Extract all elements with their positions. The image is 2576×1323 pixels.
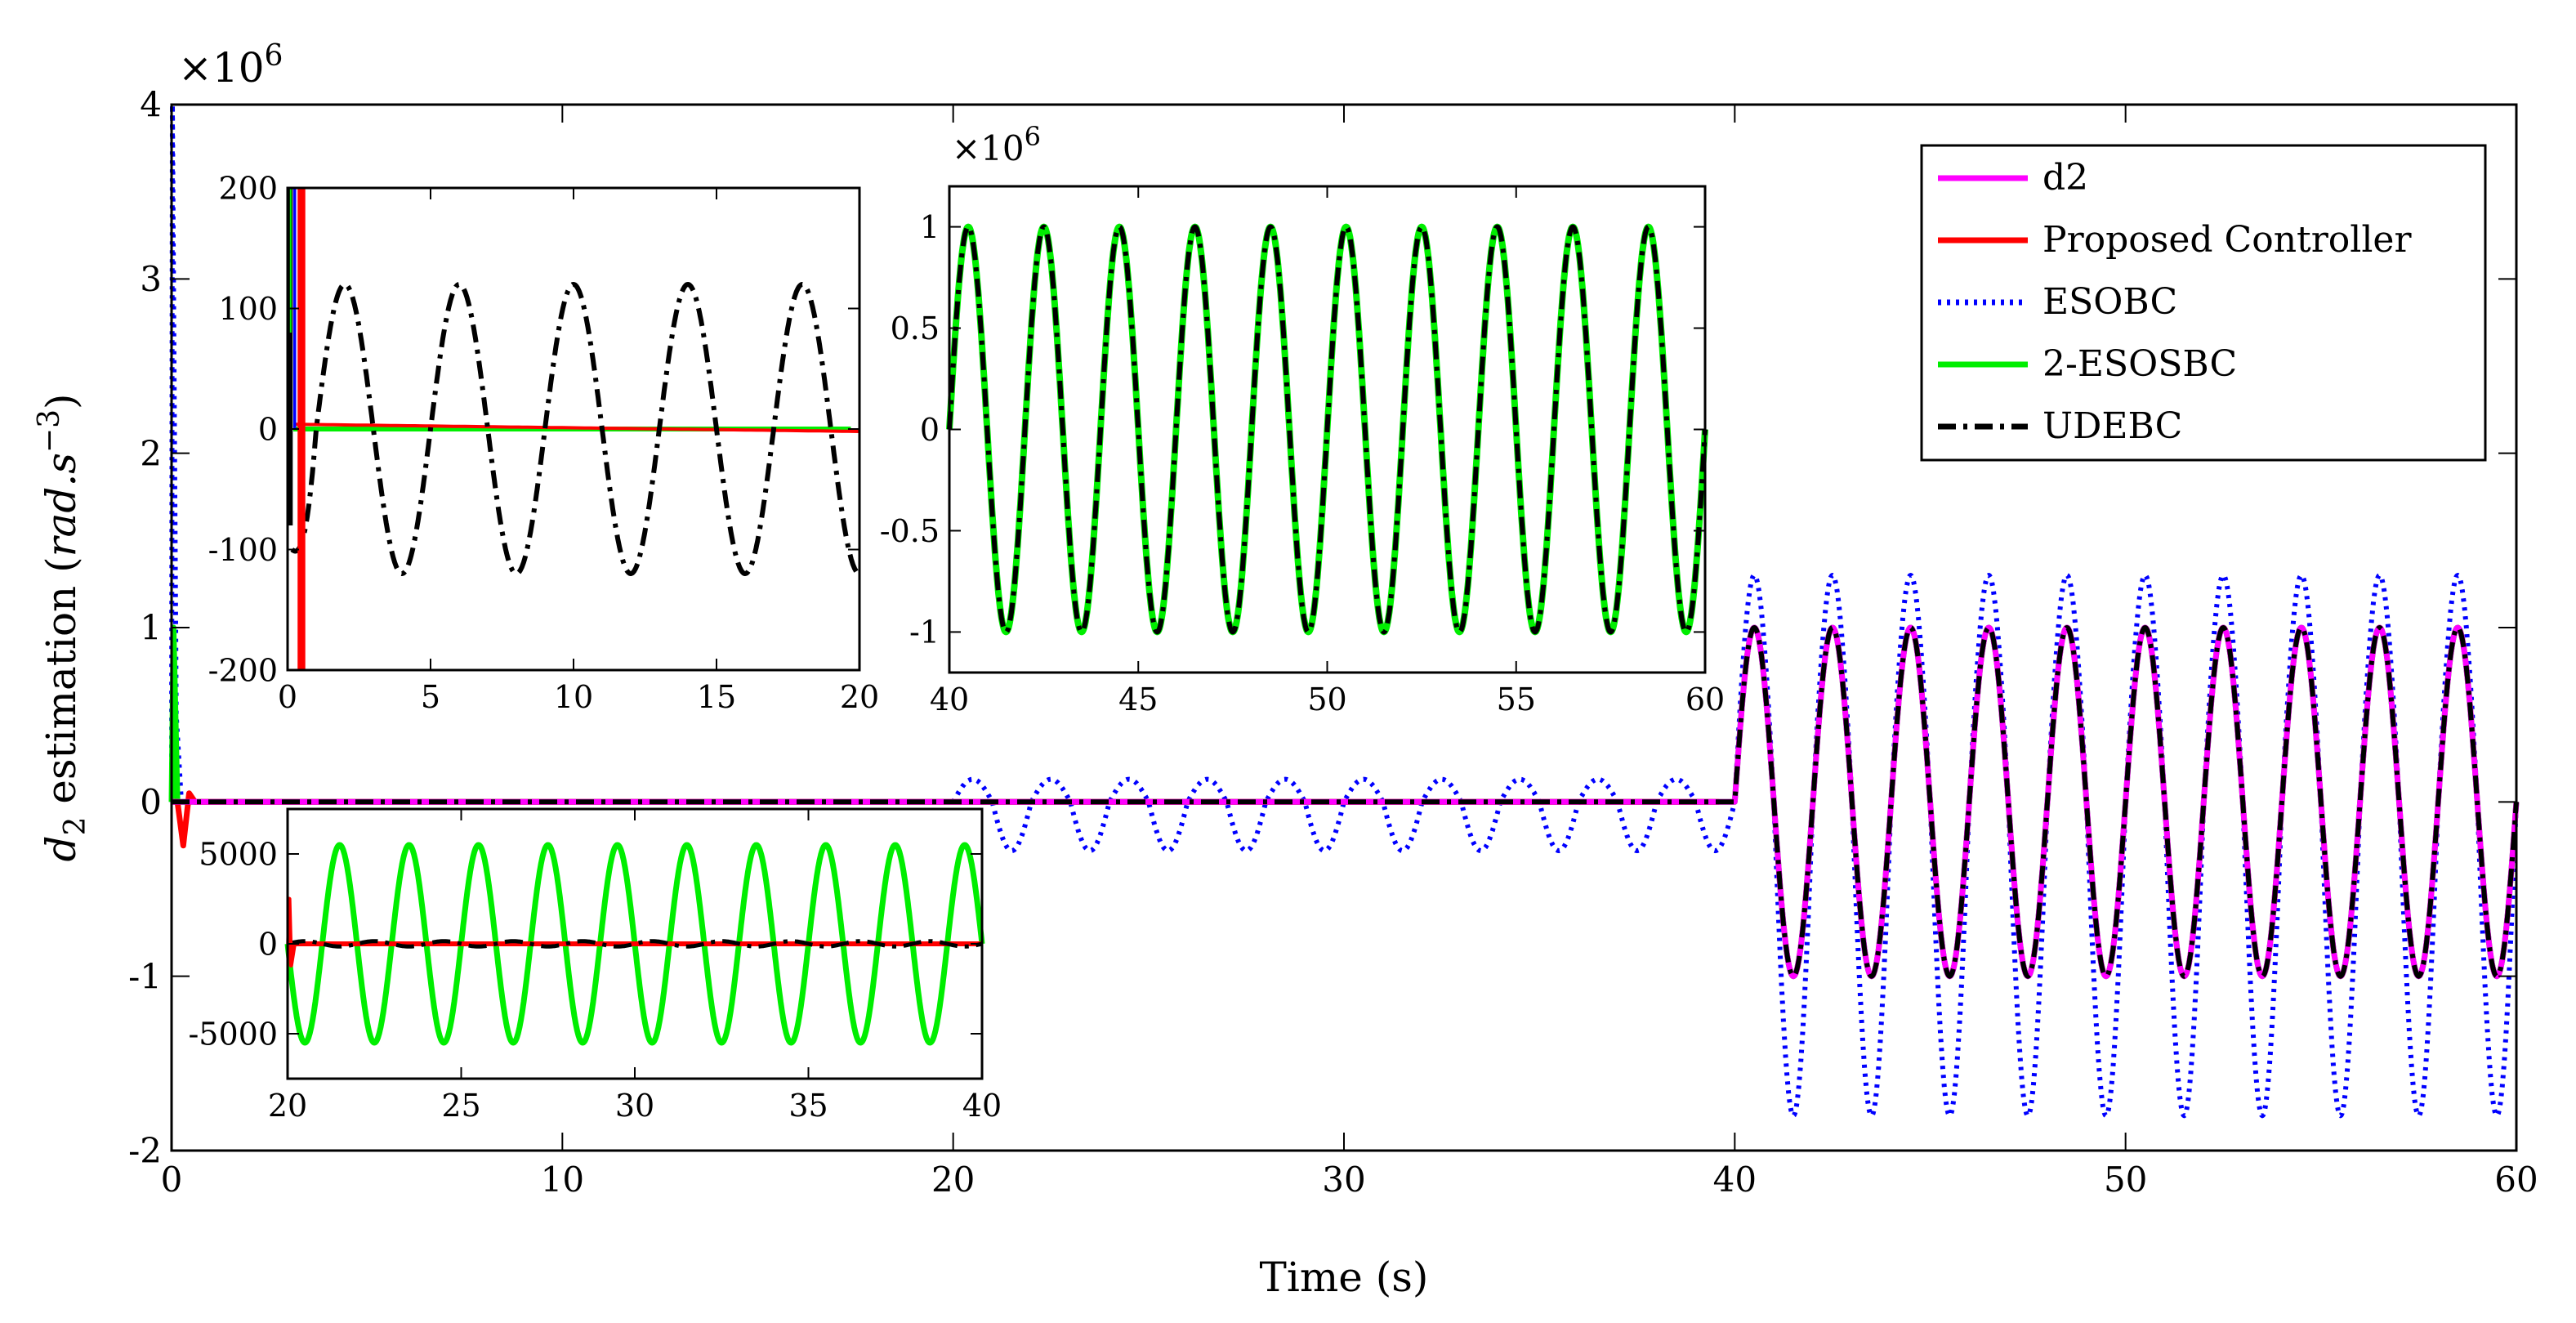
x-tick-label: 0 bbox=[161, 1160, 183, 1200]
inset2-curves bbox=[284, 842, 985, 1046]
inset1-series-udebc bbox=[290, 282, 861, 576]
legend-label-4: UDEBC bbox=[2042, 405, 2182, 447]
inset3-series-udebc bbox=[947, 224, 1708, 635]
y-tick-label: 1 bbox=[920, 209, 940, 245]
y-tick-label: 4 bbox=[140, 85, 162, 125]
x-tick-label: 55 bbox=[1497, 682, 1536, 717]
x-tick-label: 45 bbox=[1118, 682, 1158, 717]
legend: d2 Proposed Controller ESOBC 2-ESOSBC UDEBC bbox=[1920, 144, 2487, 462]
x-tick-label: 60 bbox=[1685, 682, 1725, 717]
y-tick-label: 5000 bbox=[199, 836, 278, 872]
x-tick-label: 60 bbox=[2494, 1160, 2538, 1200]
x-tick-label: 30 bbox=[615, 1088, 654, 1124]
x-axis-label: Time (s) bbox=[1260, 1254, 1429, 1301]
y-tick-label: -1 bbox=[909, 615, 940, 650]
y-tick-label: -2 bbox=[128, 1131, 162, 1171]
inset-0-20: 0 5 10 15 20 -200 -100 0 100 200 bbox=[208, 170, 880, 715]
inset1-ticks: 0 5 10 15 20 -200 -100 0 100 200 bbox=[208, 170, 880, 715]
x-tick-label: 20 bbox=[268, 1088, 307, 1124]
x-tick-label: 10 bbox=[541, 1160, 584, 1200]
legend-box bbox=[1920, 144, 2487, 462]
x-tick-label: 20 bbox=[840, 679, 879, 715]
x-tick-label: 35 bbox=[788, 1088, 828, 1124]
y-tick-label: 200 bbox=[218, 170, 278, 206]
x-tick-label: 30 bbox=[1322, 1160, 1365, 1200]
inset1-series-proposed-controller bbox=[292, 422, 860, 433]
x-tick-label: 5 bbox=[421, 679, 440, 715]
y-axis-label: d2 estimation (rad.s−3) bbox=[33, 393, 92, 861]
legend-label-3: 2-ESOSBC bbox=[2042, 343, 2237, 385]
inset3-ticks: 40 45 50 55 60 -1 -0.5 0 0.5 1 bbox=[880, 186, 1725, 717]
y-tick-label: -200 bbox=[208, 652, 278, 688]
y-tick-label: 0 bbox=[258, 411, 278, 447]
legend-label-2: ESOBC bbox=[2042, 281, 2177, 323]
inset3-curves bbox=[946, 223, 1708, 636]
y-tick-label: 0 bbox=[140, 782, 162, 822]
y-tick-label: 0.5 bbox=[891, 311, 940, 346]
x-tick-label: 0 bbox=[278, 679, 297, 715]
series-udebc bbox=[172, 625, 2519, 979]
y-tick-label: 1 bbox=[140, 608, 162, 648]
inset2-series-udebc bbox=[287, 939, 983, 949]
y-tick-label: 3 bbox=[140, 259, 162, 299]
x-tick-label: 10 bbox=[554, 679, 593, 715]
inset1-red-transient bbox=[297, 188, 306, 670]
y-tick-label: 0 bbox=[258, 926, 278, 962]
inset2-ticks: 20 25 30 35 40 -5000 0 5000 bbox=[188, 809, 1002, 1124]
x-tick-label: 40 bbox=[1713, 1160, 1757, 1200]
x-tick-label: 15 bbox=[697, 679, 736, 715]
x-tick-label: 40 bbox=[962, 1088, 1002, 1124]
x-tick-label: 20 bbox=[931, 1160, 975, 1200]
x-tick-label: 50 bbox=[2104, 1160, 2147, 1200]
inset3-multiplier: ×106 bbox=[952, 121, 1041, 168]
inset1-green-transient bbox=[289, 188, 292, 333]
inset1-black-transient bbox=[288, 188, 293, 525]
main-curves bbox=[168, 102, 2520, 1119]
y-tick-label: 100 bbox=[218, 291, 278, 327]
y-tick-label: 2 bbox=[140, 433, 162, 473]
legend-label-1: Proposed Controller bbox=[2042, 219, 2412, 261]
y-tick-label: -5000 bbox=[188, 1016, 278, 1052]
x-tick-label: 40 bbox=[930, 682, 969, 717]
y-tick-label: -1 bbox=[128, 956, 162, 996]
y-tick-label: -0.5 bbox=[880, 513, 940, 549]
y-tick-label: 0 bbox=[920, 412, 940, 448]
legend-label-0: d2 bbox=[2042, 157, 2088, 199]
x-tick-label: 25 bbox=[441, 1088, 480, 1124]
x-tick-label: 50 bbox=[1307, 682, 1346, 717]
inset-20-40: 20 25 30 35 40 -5000 0 5000 bbox=[188, 807, 1002, 1124]
inset-40-60: 40 45 50 55 60 -1 -0.5 0 0.5 1 ×106 bbox=[880, 121, 1725, 717]
main-multiplier: ×106 bbox=[178, 39, 283, 92]
y-tick-label: -100 bbox=[208, 532, 278, 568]
legend-entries: d2 Proposed Controller ESOBC 2-ESOSBC UDEBC bbox=[1938, 157, 2412, 447]
